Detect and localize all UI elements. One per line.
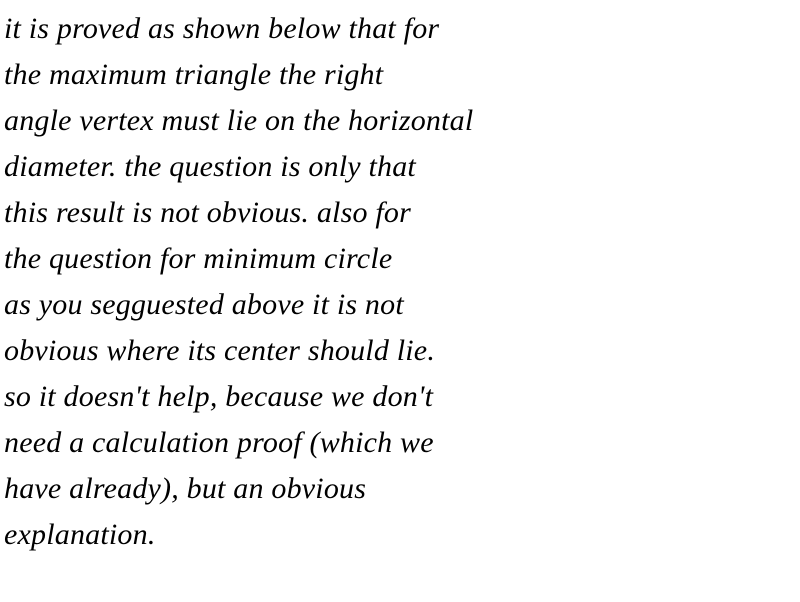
text-line: the question for minimum circle [4, 236, 800, 282]
text-line: diameter. the question is only that [4, 144, 800, 190]
text-line: obvious where its center should lie. [4, 328, 800, 374]
document-page: it is proved as shown below that for the… [0, 0, 800, 602]
text-line: this result is not obvious. also for [4, 190, 800, 236]
text-line: as you segguested above it is not [4, 282, 800, 328]
text-line: have already), but an obvious [4, 466, 800, 512]
text-line: explanation. [4, 512, 800, 558]
text-line: it is proved as shown below that for [4, 6, 800, 52]
text-line: angle vertex must lie on the horizontal [4, 98, 800, 144]
text-line: need a calculation proof (which we [4, 420, 800, 466]
text-line: so it doesn't help, because we don't [4, 374, 800, 420]
text-line: the maximum triangle the right [4, 52, 800, 98]
